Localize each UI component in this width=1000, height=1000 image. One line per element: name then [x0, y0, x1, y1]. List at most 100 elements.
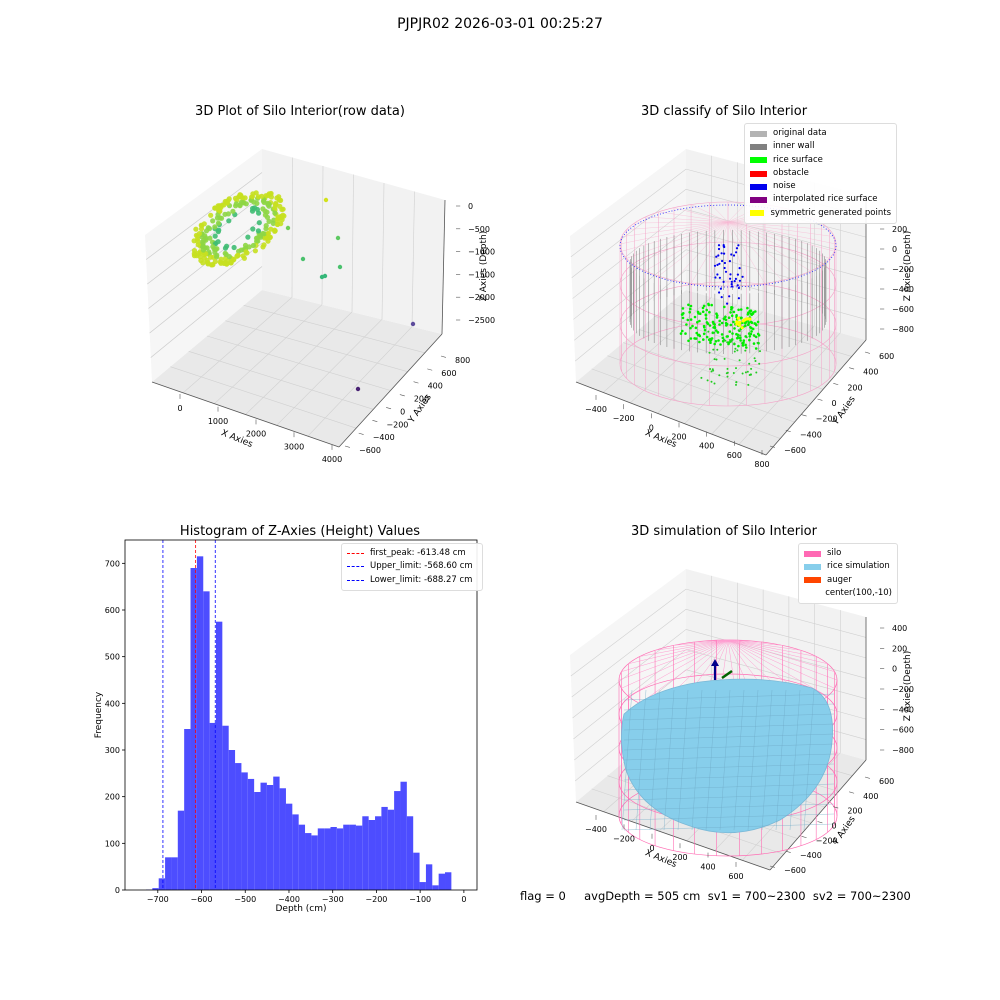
cls-rice-surface-point — [681, 329, 684, 333]
sim-rice-mesh-line — [803, 689, 815, 831]
sim-silo-roof-line — [639, 639, 729, 657]
histogram-bar — [349, 824, 356, 890]
legend-swatch — [750, 143, 767, 150]
sim-z-tick-label: −800 — [892, 746, 914, 755]
cls-rice-surface-point — [739, 339, 742, 342]
sim-y-tick-label: −200 — [816, 836, 838, 845]
raw-surface-point — [254, 238, 260, 244]
legend-label: Lower_limit: -688.27 cm — [370, 574, 473, 585]
raw-y-tick-mark — [399, 394, 405, 397]
raw-y-tick-mark — [427, 368, 433, 371]
legend-swatch — [750, 157, 767, 164]
legend-label: noise — [773, 181, 796, 192]
cls-noise-point — [723, 245, 726, 249]
cls-rice-surface-point — [698, 319, 701, 323]
cls-rice-surface-point — [724, 315, 727, 319]
sim-grid-line — [571, 609, 687, 698]
legend-entry: rice surface — [750, 154, 891, 167]
raw-y-tick-label: 600 — [441, 369, 456, 378]
cls-rice-surface-point — [702, 338, 705, 341]
cls-rice-surface-point — [735, 381, 738, 384]
sim-rice-mesh-line — [789, 689, 801, 831]
histogram-bar — [445, 872, 452, 890]
histogram-bar — [177, 810, 185, 890]
legend-label: first_peak: -613.48 cm — [370, 548, 466, 558]
cls-symmetric-point — [740, 326, 744, 330]
cls-rice-surface-point — [705, 308, 708, 312]
cls-rice-surface-point — [740, 316, 743, 320]
histogram-bar — [432, 885, 439, 890]
raw-outlier-point — [300, 256, 306, 262]
sim-rice-mesh-line — [623, 753, 835, 761]
cls-rice-surface-point — [733, 327, 736, 330]
histogram-bar — [305, 833, 312, 890]
cls-rice-surface-point — [753, 357, 756, 360]
cls-y-tick-mark — [769, 445, 775, 448]
raw-x-tick-label: 3000 — [284, 442, 304, 451]
cls-rice-surface-point — [733, 342, 736, 345]
cls-rice-surface-point — [722, 317, 726, 321]
cls-rice-surface-point — [736, 349, 739, 352]
histogram-bar — [406, 816, 414, 890]
histogram-bar — [362, 816, 369, 890]
cls-rice-surface-point — [732, 320, 735, 324]
raw-surface-point — [198, 257, 204, 264]
cls-x-tick-label: 200 — [671, 433, 686, 442]
cls-y-tick-label: 600 — [879, 352, 894, 361]
raw-y-tick-mark — [358, 432, 364, 435]
legend-entry: noise — [750, 180, 891, 193]
sim-silo-roof-line — [727, 639, 828, 664]
sim-rice-mesh-line — [623, 793, 835, 801]
sim-z-tick-label: −400 — [892, 705, 914, 714]
cls-rice-surface-point — [720, 333, 724, 336]
cls-silo-roof-line — [727, 221, 747, 286]
cls-noise-point — [736, 284, 739, 287]
raw-surface-point — [272, 228, 278, 234]
classify-legend: original data inner wall rice surface obsta… — [744, 123, 897, 225]
cls-rice-surface-point — [754, 360, 757, 362]
histogram-bar — [343, 824, 350, 890]
sim-x-axis-label: X Axies — [643, 848, 678, 870]
raw-surface-point — [207, 235, 213, 241]
cls-rice-surface-point — [700, 376, 703, 379]
raw-surface-point — [208, 254, 214, 260]
cls-noise-point — [729, 277, 732, 280]
legend-entry: Upper_limit: -568.60 cm — [347, 560, 477, 573]
raw-z-axis-line — [441, 199, 446, 335]
histogram-y-tick-label: 200 — [105, 793, 120, 802]
cls-rice-surface-point — [708, 324, 712, 327]
histogram-x-tick-label: −200 — [365, 895, 387, 904]
raw-surface-point — [259, 193, 265, 199]
cls-rice-surface-point — [694, 337, 698, 340]
histogram-y-tick-label: 400 — [105, 699, 120, 708]
cls-z-tick-label: −600 — [892, 305, 914, 314]
cls-z-tick-label: −200 — [892, 265, 914, 274]
cls-noise-point — [722, 280, 725, 283]
cls-y-tick-mark — [833, 383, 839, 386]
histogram-bar — [355, 825, 363, 890]
cls-x-tick-label: 400 — [699, 442, 714, 451]
raw-outlier-point — [322, 273, 328, 279]
cls-rice-surface-point — [704, 317, 708, 320]
cls-rice-surface-point — [721, 336, 725, 340]
raw-floor-pane — [152, 290, 442, 447]
sim-rice-mesh-line — [761, 689, 773, 831]
histogram-y-tick-label: 600 — [105, 606, 120, 615]
cls-rice-surface-point — [719, 343, 722, 346]
cls-rice-surface-point — [706, 379, 709, 382]
cls-rice-surface-point — [742, 339, 746, 342]
raw-grid-line — [150, 266, 263, 358]
cls-grid-line — [623, 342, 809, 406]
histogram-bar — [413, 852, 420, 890]
cls-z-tick-label: 0 — [892, 245, 897, 254]
raw-surface-point — [219, 202, 225, 208]
sim-silo-roof-line — [639, 639, 729, 704]
cls-y-tick-label: −400 — [800, 430, 822, 439]
cls-rice-surface-point — [746, 370, 749, 373]
raw-surface-point — [233, 201, 239, 207]
cls-z-tick-label: 200 — [892, 225, 907, 234]
cls-silo-roof-line — [727, 221, 822, 266]
cls-noise-point — [737, 286, 741, 290]
histogram-bar — [209, 722, 216, 890]
legend-swatch — [804, 591, 819, 597]
